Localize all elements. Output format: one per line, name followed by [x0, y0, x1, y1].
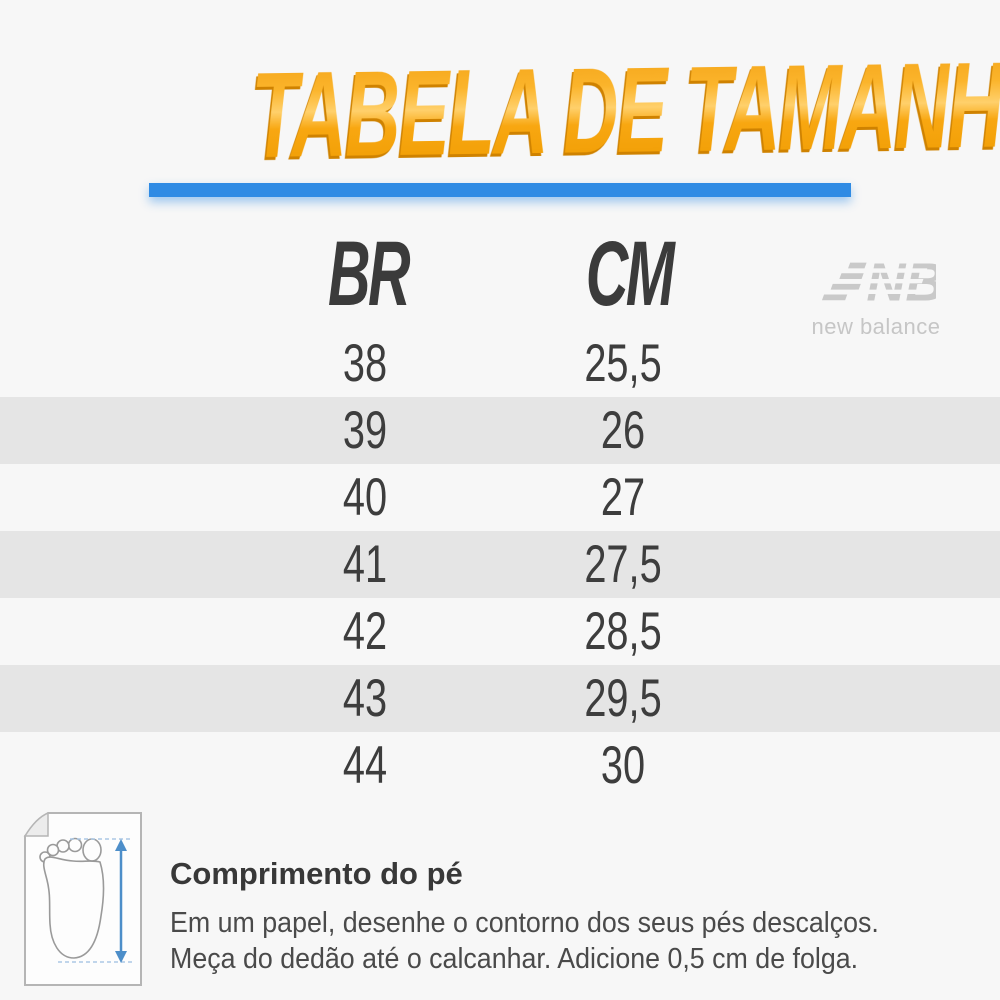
title-divider-bar — [149, 183, 851, 197]
table-row: 43 29,5 — [0, 665, 1000, 732]
br-size-value: 40 — [342, 468, 388, 527]
cm-size-value: 28,5 — [584, 602, 662, 661]
measurement-arrow-icon — [115, 839, 127, 963]
page-title-text: TABELA DE TAMANHOS — [251, 35, 1000, 183]
new-balance-logo: NB new balance — [800, 250, 952, 340]
footer-heading: Comprimento do pé — [170, 856, 463, 891]
footer-instruction-line1: Em um papel, desenhe o contorno dos seus… — [170, 907, 879, 939]
cm-size-value: 27,5 — [584, 535, 662, 594]
new-balance-monogram-icon: NB — [821, 252, 945, 312]
table-row: 41 27,5 — [0, 531, 1000, 598]
footer-instruction-line2: Meça do dedão até o calcanhar. Adicione … — [170, 942, 859, 975]
br-size-value: 42 — [342, 602, 388, 661]
column-header-cm: CM — [585, 223, 675, 325]
br-size-value: 43 — [342, 669, 388, 728]
cm-size-value: 26 — [600, 401, 646, 460]
table-row: 38 25,5 — [0, 330, 1000, 397]
table-row: 39 26 — [0, 397, 1000, 464]
cm-size-value: 27 — [600, 468, 646, 527]
br-size-value: 41 — [342, 535, 388, 594]
cm-size-value: 25,5 — [584, 334, 662, 393]
table-row: 42 28,5 — [0, 598, 1000, 665]
cm-size-value: 30 — [600, 736, 646, 795]
table-row: 44 30 — [0, 732, 1000, 799]
cm-size-value: 29,5 — [584, 669, 662, 728]
column-header-br: BR — [328, 223, 410, 325]
foot-measure-icon — [23, 811, 142, 986]
table-row: 40 27 — [0, 464, 1000, 531]
size-table: 38 25,5 39 26 40 27 41 27,5 42 28,5 43 2… — [0, 330, 1000, 799]
footer-instructions: Em um papel, desenhe o contorno dos seus… — [170, 906, 879, 977]
br-size-value: 44 — [342, 736, 388, 795]
br-size-value: 39 — [342, 401, 388, 460]
page-title: TABELA DE TAMANHOS — [0, 35, 1000, 183]
new-balance-wordmark: new balance — [811, 314, 941, 339]
br-size-value: 38 — [342, 334, 388, 393]
